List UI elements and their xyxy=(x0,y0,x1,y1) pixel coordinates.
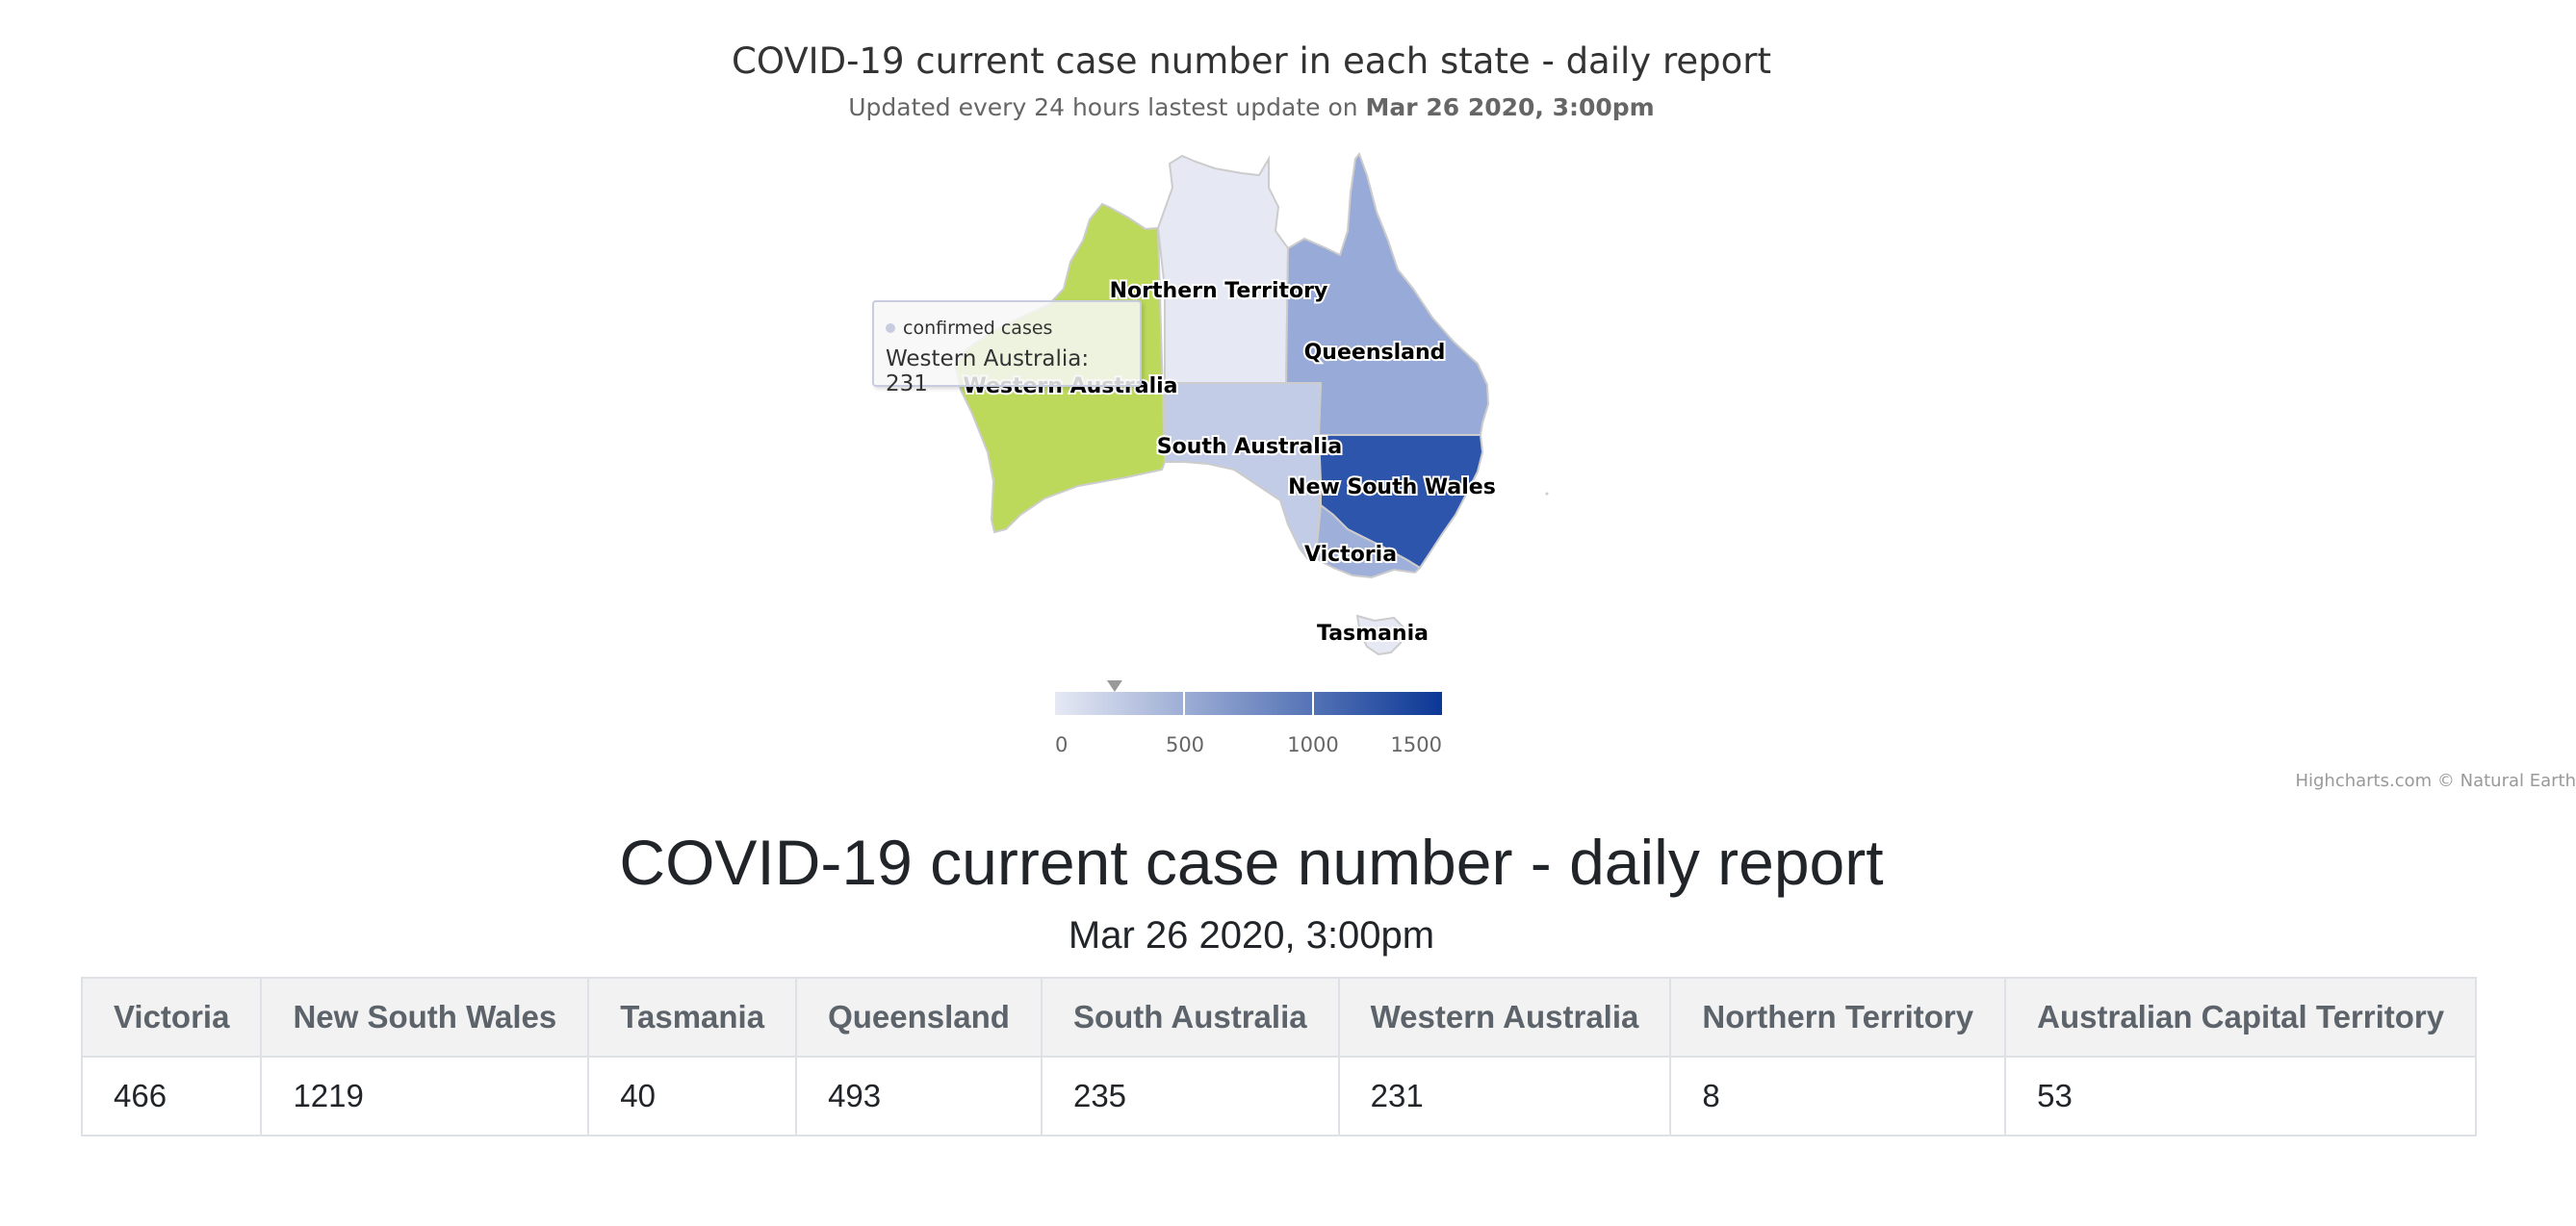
header-cell: New South Wales xyxy=(260,977,590,1058)
value-cell: 231 xyxy=(1337,1056,1672,1137)
legend-gradient-bar xyxy=(1055,692,1442,715)
label-northern-territory: Northern Territory xyxy=(1110,279,1328,303)
tooltip-point-text: Western Australia: 231 xyxy=(886,346,1090,396)
case-table: Victoria New South Wales Tasmania Queens… xyxy=(80,977,2478,1137)
legend-tick: 500 xyxy=(1166,733,1204,756)
region-victoria[interactable] xyxy=(1315,503,1422,579)
australia-map: Northern Territory Queensland Western Au… xyxy=(953,151,1549,756)
map-chart-title: COVID-19 current case number in each sta… xyxy=(732,40,1771,82)
value-cell: 53 xyxy=(2004,1056,2478,1137)
region-south-australia[interactable] xyxy=(1164,382,1323,560)
value-cell: 40 xyxy=(587,1056,798,1137)
tooltip-series-name: confirmed cases xyxy=(903,318,1053,339)
header-cell: Australian Capital Territory xyxy=(2004,977,2478,1058)
subtitle-date: Mar 26 2020, 3:00pm xyxy=(1365,93,1655,121)
region-northern-territory[interactable] xyxy=(1156,154,1290,384)
value-cell: 8 xyxy=(1669,1056,2007,1137)
legend-tick: 0 xyxy=(1055,733,1068,756)
value-cell: 1219 xyxy=(260,1056,590,1137)
region-tasmania[interactable] xyxy=(1355,614,1405,656)
value-cell: 235 xyxy=(1040,1056,1340,1137)
header-cell: Western Australia xyxy=(1337,977,1672,1058)
header-cell: Tasmania xyxy=(587,977,798,1058)
legend-tick: 1500 xyxy=(1391,733,1442,756)
header-cell: South Australia xyxy=(1040,977,1340,1058)
table-row: 466 1219 40 493 235 231 8 53 xyxy=(80,1056,2478,1137)
legend-tick: 1000 xyxy=(1287,733,1338,756)
label-queensland: Queensland xyxy=(1304,341,1446,365)
header-cell: Victoria xyxy=(80,977,263,1058)
report-date: Mar 26 2020, 3:00pm xyxy=(1068,914,1435,957)
label-victoria: Victoria xyxy=(1304,543,1397,567)
region-labels: Northern Territory Queensland Western Au… xyxy=(961,277,1497,648)
series-dot-icon xyxy=(886,323,895,333)
tooltip-series: confirmed cases xyxy=(886,318,1128,339)
subtitle-prefix: Updated every 24 hours lastest update on xyxy=(848,93,1366,121)
legend-marker xyxy=(1106,680,1122,692)
highcharts-credits[interactable]: Highcharts.com © Natural Earth xyxy=(2295,771,2576,791)
header-cell: Northern Territory xyxy=(1669,977,2007,1058)
table-header-row: Victoria New South Wales Tasmania Queens… xyxy=(80,977,2478,1058)
map-tooltip: confirmed cases Western Australia: 231 xyxy=(872,300,1142,396)
value-cell: 493 xyxy=(795,1056,1043,1137)
label-tasmania: Tasmania xyxy=(1317,622,1429,646)
report-title: COVID-19 current case number - daily rep… xyxy=(619,827,1884,898)
value-cell: 466 xyxy=(80,1056,263,1137)
map-chart-subtitle: Updated every 24 hours lastest update on… xyxy=(0,93,2503,121)
color-axis-legend: 0 500 1000 1500 xyxy=(1055,680,1442,756)
map-island-dot xyxy=(1545,492,1549,496)
label-new-south-wales: New South Wales xyxy=(1288,475,1496,499)
header-cell: Queensland xyxy=(795,977,1043,1058)
label-south-australia: South Australia xyxy=(1157,435,1342,459)
map-regions xyxy=(953,151,1490,656)
